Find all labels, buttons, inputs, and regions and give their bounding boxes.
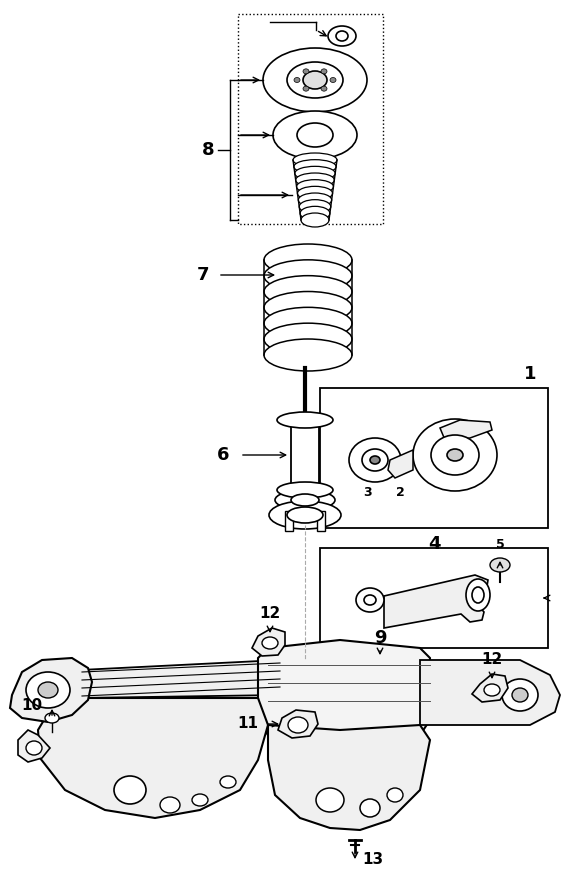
- Text: 9: 9: [374, 629, 386, 647]
- Ellipse shape: [316, 788, 344, 812]
- Polygon shape: [258, 640, 430, 740]
- Ellipse shape: [291, 494, 319, 506]
- Text: 11: 11: [237, 717, 259, 731]
- Text: 10: 10: [21, 698, 43, 713]
- Polygon shape: [440, 420, 492, 440]
- Polygon shape: [420, 660, 560, 725]
- Ellipse shape: [321, 69, 327, 74]
- Bar: [285, 511, 293, 531]
- Ellipse shape: [370, 456, 380, 464]
- Ellipse shape: [466, 579, 490, 611]
- Ellipse shape: [277, 482, 333, 498]
- Ellipse shape: [264, 308, 352, 339]
- Ellipse shape: [288, 717, 308, 733]
- FancyBboxPatch shape: [238, 14, 383, 224]
- Bar: [320, 388, 548, 528]
- Ellipse shape: [262, 637, 278, 649]
- Ellipse shape: [472, 587, 484, 603]
- Ellipse shape: [263, 48, 367, 112]
- Polygon shape: [472, 674, 508, 702]
- Ellipse shape: [362, 449, 388, 471]
- Text: 6: 6: [217, 446, 229, 464]
- Ellipse shape: [349, 438, 401, 482]
- Text: 4: 4: [428, 535, 440, 553]
- Ellipse shape: [297, 187, 332, 201]
- Bar: [264, 260, 352, 355]
- Text: 13: 13: [362, 852, 384, 867]
- Ellipse shape: [275, 490, 335, 510]
- Ellipse shape: [287, 62, 343, 98]
- Ellipse shape: [300, 206, 330, 220]
- Ellipse shape: [294, 78, 300, 82]
- Polygon shape: [252, 628, 285, 656]
- Ellipse shape: [264, 292, 352, 324]
- Ellipse shape: [26, 672, 70, 708]
- Ellipse shape: [264, 339, 352, 371]
- Ellipse shape: [297, 123, 333, 147]
- Ellipse shape: [364, 595, 376, 605]
- Polygon shape: [10, 658, 92, 722]
- Bar: [291, 420, 319, 490]
- Ellipse shape: [293, 153, 337, 167]
- Ellipse shape: [220, 776, 236, 788]
- Ellipse shape: [264, 324, 352, 355]
- Ellipse shape: [38, 682, 58, 698]
- Ellipse shape: [502, 679, 538, 711]
- Text: 8: 8: [202, 141, 214, 159]
- Text: 12: 12: [482, 652, 503, 667]
- Ellipse shape: [303, 86, 309, 91]
- Ellipse shape: [330, 78, 336, 82]
- Ellipse shape: [264, 276, 352, 308]
- Ellipse shape: [360, 799, 380, 817]
- Ellipse shape: [287, 507, 323, 523]
- Bar: [320, 548, 548, 648]
- Ellipse shape: [45, 713, 59, 723]
- Ellipse shape: [297, 179, 334, 194]
- Ellipse shape: [295, 173, 334, 187]
- Ellipse shape: [303, 69, 309, 74]
- Ellipse shape: [298, 193, 332, 207]
- Ellipse shape: [484, 684, 500, 696]
- Ellipse shape: [26, 741, 42, 755]
- Ellipse shape: [192, 794, 208, 806]
- Ellipse shape: [301, 213, 329, 227]
- Ellipse shape: [277, 412, 333, 428]
- Text: 3: 3: [363, 485, 372, 499]
- Ellipse shape: [264, 244, 352, 276]
- Polygon shape: [388, 450, 413, 478]
- Polygon shape: [278, 710, 318, 738]
- Ellipse shape: [387, 788, 403, 802]
- Polygon shape: [384, 575, 488, 628]
- Ellipse shape: [303, 71, 327, 89]
- Text: 12: 12: [259, 606, 281, 621]
- Ellipse shape: [431, 435, 479, 475]
- Text: 7: 7: [197, 266, 209, 284]
- Ellipse shape: [299, 200, 331, 214]
- Polygon shape: [18, 730, 50, 762]
- Bar: [317, 511, 325, 531]
- Text: 5: 5: [495, 538, 505, 552]
- Ellipse shape: [328, 26, 356, 46]
- Ellipse shape: [269, 501, 341, 529]
- Text: 1: 1: [524, 365, 536, 383]
- Bar: [293, 160, 337, 220]
- Ellipse shape: [512, 688, 528, 702]
- Polygon shape: [268, 725, 430, 830]
- Polygon shape: [38, 698, 268, 818]
- Ellipse shape: [264, 260, 352, 292]
- Ellipse shape: [114, 776, 146, 804]
- Polygon shape: [80, 660, 285, 698]
- Ellipse shape: [356, 588, 384, 612]
- Ellipse shape: [336, 31, 348, 41]
- Text: 2: 2: [396, 485, 404, 499]
- Ellipse shape: [321, 86, 327, 91]
- Ellipse shape: [413, 419, 497, 491]
- Ellipse shape: [447, 449, 463, 461]
- Ellipse shape: [294, 160, 336, 173]
- Ellipse shape: [160, 797, 180, 813]
- Ellipse shape: [490, 558, 510, 572]
- Ellipse shape: [295, 166, 335, 180]
- Ellipse shape: [273, 111, 357, 159]
